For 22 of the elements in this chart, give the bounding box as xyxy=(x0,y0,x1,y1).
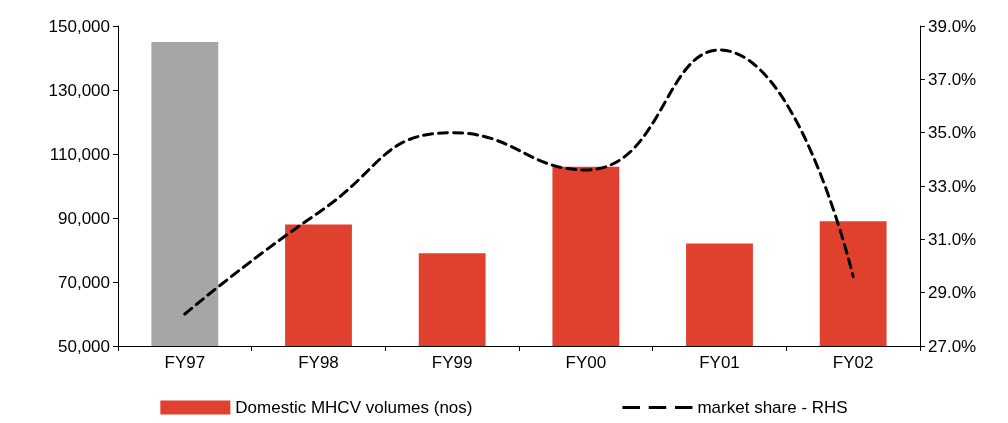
legend-label: Domestic MHCV volumes (nos) xyxy=(235,398,473,417)
y2-tick-label: 29.0% xyxy=(928,283,977,303)
x-tick-label: FY97 xyxy=(164,353,206,372)
y-tick-label: 50,000 xyxy=(58,336,110,356)
y-tick-label: 130,000 xyxy=(48,80,110,100)
x-tick-label: FY02 xyxy=(832,353,874,372)
x-tick-label: FY01 xyxy=(699,353,740,372)
x-tick-label: FY98 xyxy=(298,353,339,372)
y2-tick-label: 31.0% xyxy=(928,229,977,249)
legend-label: market share - RHS xyxy=(697,398,848,417)
y2-tick-label: 33.0% xyxy=(928,176,977,196)
x-tick-label: FY00 xyxy=(565,353,607,372)
y-tick-label: 150,000 xyxy=(48,16,110,36)
line-series xyxy=(183,48,855,316)
y2-tick-label: 37.0% xyxy=(928,69,977,89)
x-tick-label: FY99 xyxy=(431,353,473,372)
y-tick-label: 90,000 xyxy=(58,208,110,228)
y2-tick-label: 27.0% xyxy=(928,336,977,356)
y-tick-label: 110,000 xyxy=(49,144,110,164)
y-tick-label: 70,000 xyxy=(58,272,110,292)
y2-tick-label: 35.0% xyxy=(928,123,977,143)
y2-tick-label: 39.0% xyxy=(928,16,977,36)
